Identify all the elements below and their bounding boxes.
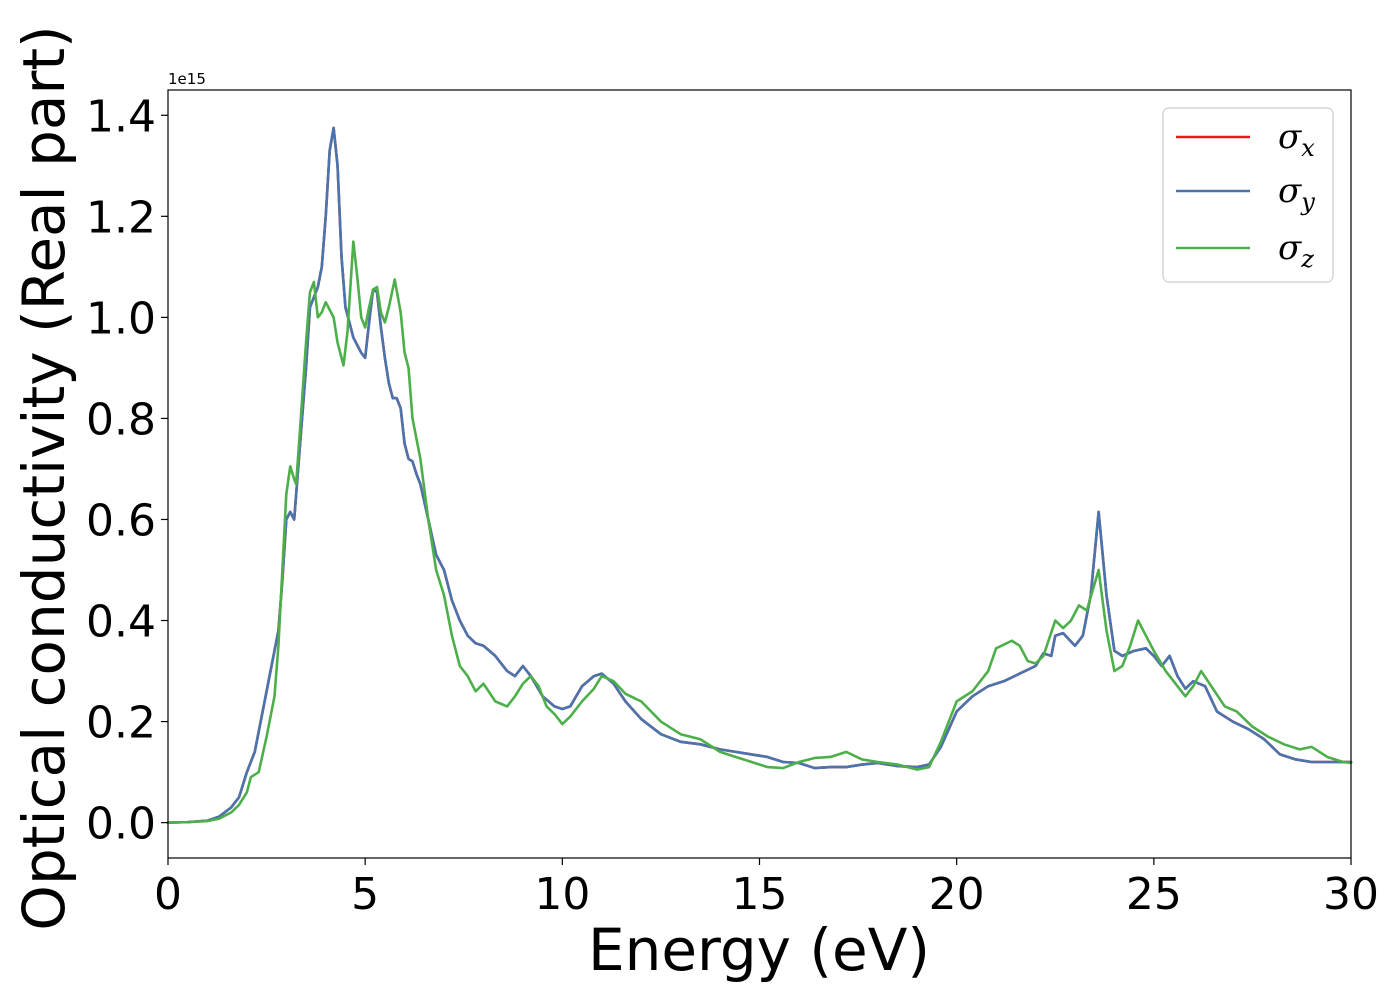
y-tick-label: 0.6 [86, 495, 156, 546]
legend-entry-sigma-x: σx [1176, 117, 1315, 162]
y-tick-label: 1.4 [86, 91, 156, 142]
legend-entry-sigma-y: σy [1176, 171, 1315, 216]
x-tick-label: 20 [929, 869, 985, 920]
series-line-sigma-z [166, 240, 1353, 824]
x-tick-label: 0 [154, 869, 182, 920]
legend-label-sigma-x: σx [1278, 117, 1315, 162]
y-offset-label: 1e15 [168, 70, 206, 88]
y-tick-label: 0.4 [86, 597, 156, 648]
x-tick-label: 10 [534, 869, 590, 920]
x-axis: 0 5 10 15 20 25 30 [154, 858, 1379, 920]
y-tick-label: 0.0 [86, 799, 156, 850]
series-layer [166, 126, 1353, 824]
y-tick-label: 0.8 [86, 394, 156, 445]
x-tick-label: 25 [1126, 869, 1182, 920]
legend-frame [1162, 107, 1334, 283]
legend-label-sigma-y: σy [1278, 171, 1315, 216]
x-tick-label: 15 [732, 869, 788, 920]
y-tick-label: 1.0 [86, 293, 156, 344]
series-line-sigma-y [166, 126, 1353, 824]
legend: σx σy σz [1162, 107, 1334, 283]
y-tick-label: 0.2 [86, 698, 156, 749]
x-axis-title: Energy (eV) [588, 916, 930, 984]
y-axis: 0.0 0.2 0.4 0.6 0.8 1.0 1.2 1.4 [86, 91, 168, 850]
legend-entry-sigma-z: σz [1176, 228, 1314, 273]
x-tick-label: 30 [1323, 869, 1379, 920]
y-axis-title: Optical conductivity (Real part) [10, 25, 78, 930]
plot-background [168, 90, 1351, 858]
legend-label-sigma-z: σz [1278, 228, 1314, 273]
x-tick-label: 5 [351, 869, 379, 920]
y-tick-label: 1.2 [86, 192, 156, 243]
